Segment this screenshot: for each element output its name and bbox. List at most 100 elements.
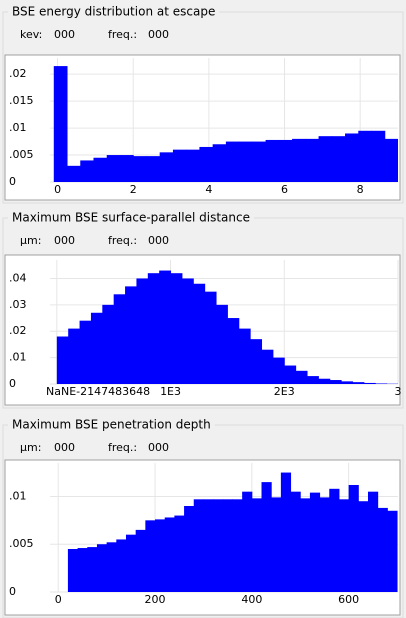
bar <box>80 160 94 182</box>
bar <box>203 499 214 592</box>
bar <box>232 499 243 592</box>
chart-panel: Maximum BSE surface-parallel distance µm:… <box>2 211 404 409</box>
y-tick-label: .03 <box>9 298 27 311</box>
bar <box>280 472 292 592</box>
chart-panel: Maximum BSE penetration depth µm: 000 freq.… <box>2 418 404 618</box>
x-tick-label: 2 <box>130 183 137 196</box>
bar <box>358 130 373 182</box>
y-tick-label: .005 <box>9 537 34 550</box>
freq-label: freq.: <box>108 28 137 41</box>
bar <box>135 529 146 592</box>
bar <box>155 519 166 592</box>
bar <box>204 291 217 384</box>
x-tick-label: 2E3 <box>274 385 295 398</box>
x-tick-label: 0 <box>55 593 62 606</box>
bar <box>216 304 228 384</box>
x-tick-label: 8 <box>357 183 364 196</box>
freq-value: 000 <box>148 234 169 247</box>
bars <box>53 66 398 182</box>
bar <box>68 328 81 384</box>
bar <box>96 544 108 592</box>
x-tick-label: 4 <box>205 183 212 196</box>
bar <box>106 542 117 592</box>
bar <box>213 499 224 592</box>
bar <box>174 515 185 592</box>
bar <box>222 499 233 592</box>
bar <box>272 357 285 384</box>
bar <box>290 491 301 592</box>
bar <box>225 141 240 182</box>
bar <box>358 501 369 592</box>
bar <box>116 539 127 592</box>
bar <box>77 548 88 592</box>
unit-label: µm: <box>20 441 41 454</box>
bars <box>56 270 398 384</box>
bar <box>125 286 137 384</box>
bar <box>193 499 204 592</box>
x-tick-label: 3 <box>395 385 402 398</box>
y-tick-label: .01 <box>9 489 27 502</box>
bar <box>212 144 227 182</box>
bar <box>384 138 398 182</box>
bar <box>352 382 365 384</box>
bar <box>159 152 174 182</box>
freq-label: freq.: <box>108 234 137 247</box>
freq-value: 000 <box>148 441 169 454</box>
bar <box>319 497 330 592</box>
unit-label: kev: <box>20 28 42 41</box>
bar <box>106 155 121 182</box>
bar <box>345 133 359 182</box>
bar <box>193 283 206 384</box>
bar <box>305 138 320 182</box>
bar <box>338 499 350 592</box>
y-tick-label: .005 <box>9 148 34 161</box>
bar <box>146 156 161 182</box>
bar <box>284 365 297 384</box>
bar <box>90 312 103 384</box>
x-tick-label: 1E3 <box>160 385 181 398</box>
bar <box>172 149 187 182</box>
title-bg <box>8 211 254 225</box>
y-tick-label: .01 <box>9 121 27 134</box>
bar <box>87 547 98 592</box>
bar <box>184 506 195 592</box>
bar <box>133 156 147 182</box>
bar <box>199 146 214 182</box>
bar <box>375 383 388 384</box>
title-bg <box>8 5 220 19</box>
y-tick-label: .04 <box>9 271 27 284</box>
unit-value: 000 <box>54 234 75 247</box>
bar <box>292 138 306 182</box>
bar <box>251 498 263 592</box>
bar <box>119 155 134 182</box>
x-tick-label: 400 <box>241 593 262 606</box>
bar <box>348 484 359 592</box>
unit-value: 000 <box>54 28 75 41</box>
bar <box>147 273 160 384</box>
bar <box>186 149 200 182</box>
bar <box>377 507 388 592</box>
bar <box>318 136 333 182</box>
bar <box>239 141 253 182</box>
bar <box>227 318 240 384</box>
bar <box>363 382 376 384</box>
bar <box>170 273 183 384</box>
bar <box>271 497 282 592</box>
unit-value: 000 <box>54 441 75 454</box>
bar <box>53 66 68 182</box>
y-tick-label: .01 <box>9 351 27 364</box>
bar <box>136 278 149 384</box>
y-tick-label: .015 <box>9 94 34 107</box>
y-tick-label: .02 <box>9 67 27 80</box>
bar <box>67 549 79 592</box>
bar <box>387 510 398 592</box>
bar <box>145 520 156 592</box>
bar <box>295 370 308 384</box>
x-tick-label: NaNE-2147483648 <box>46 385 150 398</box>
bar <box>300 498 311 592</box>
bar <box>331 136 346 182</box>
bar <box>181 278 194 384</box>
